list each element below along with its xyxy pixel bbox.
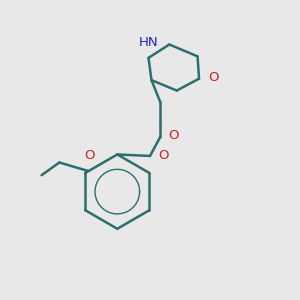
Text: O: O <box>84 149 94 163</box>
Text: HN: HN <box>138 36 158 49</box>
Text: O: O <box>169 129 179 142</box>
Text: O: O <box>158 148 169 162</box>
Text: O: O <box>208 71 219 84</box>
